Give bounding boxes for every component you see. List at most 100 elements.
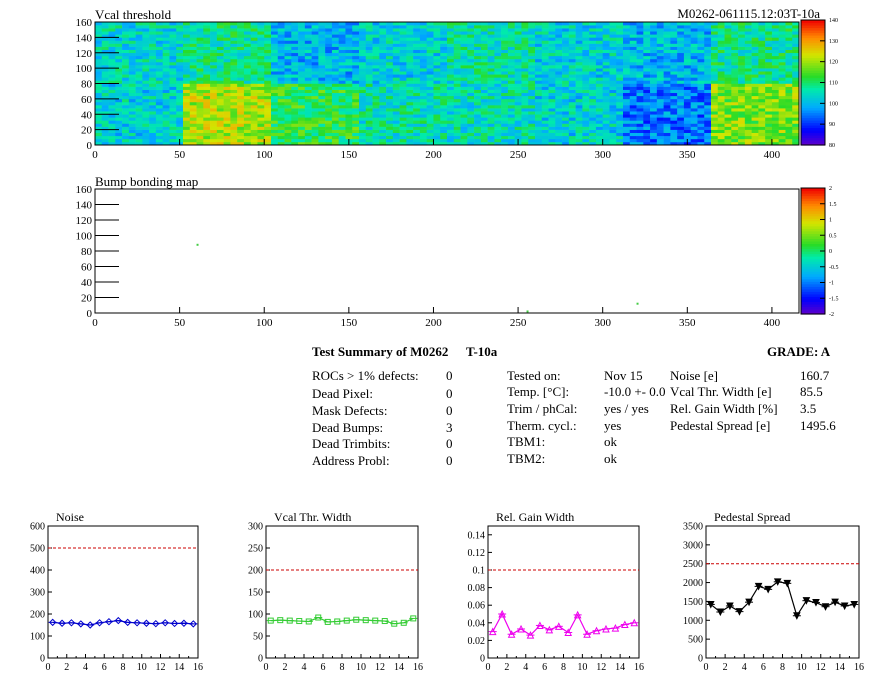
pixel-cell — [101, 74, 109, 78]
pixel-cell — [765, 123, 773, 127]
pixel-cell — [338, 46, 346, 50]
pixel-cell — [778, 58, 786, 63]
pixel-cell — [230, 123, 238, 127]
pixel-cell — [568, 108, 576, 112]
pixel-cell — [677, 52, 685, 57]
pixel-cell — [487, 86, 495, 90]
pixel-cell — [717, 98, 725, 103]
pixel-cell — [582, 138, 590, 143]
pixel-cell — [521, 95, 529, 100]
pixel-cell — [609, 120, 617, 124]
pixel-cell — [386, 114, 394, 118]
data-point — [840, 602, 849, 611]
pixel-cell — [474, 126, 482, 130]
pixel-cell — [345, 92, 353, 97]
pixel-cell — [792, 92, 800, 97]
pixel-cell — [568, 46, 576, 50]
pixel-cell — [359, 65, 367, 69]
pixel-cell — [690, 71, 698, 75]
bump-bonding-frame — [94, 188, 800, 314]
pixel-cell — [487, 108, 495, 112]
pixel-cell — [291, 135, 299, 140]
pixel-cell — [352, 120, 360, 124]
pixel-cell — [359, 120, 367, 124]
pixel-cell — [352, 114, 360, 118]
pixel-cell — [237, 28, 245, 32]
pixel-cell — [521, 123, 529, 127]
pixel-cell — [338, 135, 346, 140]
pixel-cell — [589, 58, 597, 63]
pixel-cell — [460, 55, 468, 60]
pixel-cell — [629, 108, 637, 112]
pixel-cell — [663, 37, 671, 41]
pixel-cell — [548, 61, 556, 66]
pixel-cell — [189, 52, 197, 57]
pixel-cell — [562, 138, 570, 143]
y-tick-label: 0 — [480, 654, 485, 665]
pixel-cell — [555, 71, 563, 75]
pixel-cell — [751, 138, 759, 143]
pixel-cell — [169, 141, 177, 146]
pixel-cell — [765, 46, 773, 50]
pixel-cell — [392, 46, 400, 50]
pixel-cell — [183, 80, 191, 84]
pixel-cell — [582, 52, 590, 57]
pixel-cell — [298, 123, 306, 127]
pixel-cell — [663, 22, 671, 26]
pixel-cell — [731, 138, 739, 143]
pixel-cell — [758, 77, 766, 81]
pixel-cell — [257, 28, 265, 32]
pixel-cell — [765, 55, 773, 60]
pixel-cell — [386, 111, 394, 115]
y-tick-label: 60 — [81, 262, 93, 274]
pixel-cell — [413, 22, 421, 26]
pixel-cell — [663, 129, 671, 133]
pixel-cell — [487, 37, 495, 41]
pixel-cell — [433, 46, 441, 50]
pixel-cell — [243, 86, 251, 90]
pixel-cell — [210, 138, 218, 143]
pixel-cell — [643, 46, 651, 50]
pixel-cell — [724, 58, 732, 63]
pixel-cell — [386, 92, 394, 97]
pixel-cell — [183, 68, 191, 72]
pixel-cell — [704, 123, 712, 127]
pixel-cell — [562, 89, 570, 94]
data-point — [77, 620, 85, 628]
pixel-cell — [765, 138, 773, 143]
pixel-cell — [406, 108, 414, 112]
pixel-cell — [392, 40, 400, 44]
pixel-cell — [101, 80, 109, 84]
pixel-cell — [284, 108, 292, 112]
pixel-cell — [379, 138, 387, 143]
pixel-cell — [223, 22, 231, 26]
pixel-cell — [514, 89, 522, 94]
pixel-cell — [535, 68, 543, 72]
pixel-cell — [460, 65, 468, 69]
pixel-cell — [717, 80, 725, 84]
pixel-cell — [304, 95, 312, 100]
pixel-cell — [697, 52, 705, 57]
pixel-cell — [480, 126, 488, 130]
pixel-cell — [474, 77, 482, 81]
pixel-cell — [656, 61, 664, 66]
pixel-cell — [535, 31, 543, 35]
pixel-cell — [731, 43, 739, 47]
pixel-cell — [406, 129, 414, 133]
pixel-cell — [122, 43, 130, 47]
pixel-cell — [480, 108, 488, 112]
pixel-cell — [243, 141, 251, 146]
pixel-cell — [636, 89, 644, 94]
pixel-cell — [636, 43, 644, 47]
pixel-cell — [210, 65, 218, 69]
pixel-cell — [656, 34, 664, 38]
pixel-cell — [183, 114, 191, 118]
pixel-cell — [507, 83, 515, 87]
pixel-cell — [345, 49, 353, 54]
pixel-cell — [203, 80, 211, 84]
pixel-cell — [521, 58, 529, 63]
pixel-cell — [507, 22, 515, 26]
pixel-cell — [623, 52, 631, 57]
pixel-cell — [711, 71, 719, 75]
pixel-cell — [460, 43, 468, 47]
